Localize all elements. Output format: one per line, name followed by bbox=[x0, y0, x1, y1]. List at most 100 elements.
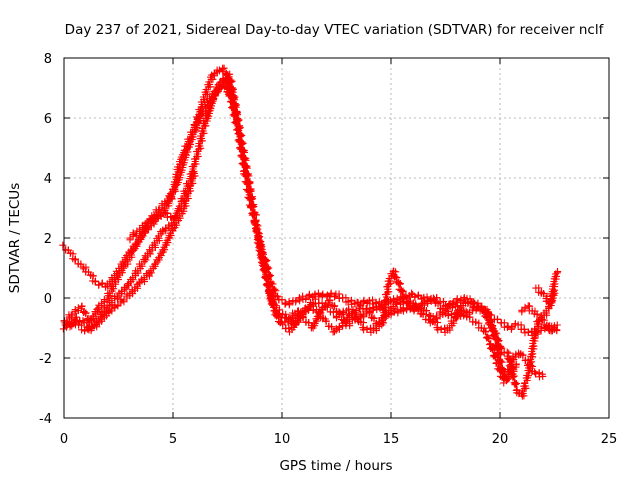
data-point bbox=[538, 370, 546, 378]
data-point bbox=[498, 367, 506, 375]
data-point bbox=[254, 222, 262, 230]
data-point bbox=[484, 335, 492, 343]
data-point bbox=[265, 289, 273, 297]
series-track-d bbox=[59, 81, 561, 387]
data-point bbox=[59, 241, 67, 249]
data-point bbox=[237, 132, 245, 140]
data-point bbox=[250, 211, 258, 219]
data-point bbox=[505, 349, 513, 357]
data-point bbox=[323, 291, 332, 299]
data-point bbox=[466, 313, 474, 321]
data-point bbox=[272, 287, 280, 295]
data-point bbox=[233, 117, 241, 125]
data-point bbox=[497, 367, 505, 375]
data-point bbox=[248, 195, 257, 203]
data-point bbox=[487, 311, 495, 319]
data-point bbox=[120, 264, 128, 272]
data-point bbox=[250, 202, 258, 211]
data-point bbox=[235, 124, 243, 132]
data-point bbox=[479, 307, 487, 315]
data-point bbox=[228, 77, 236, 85]
data-point bbox=[229, 85, 237, 93]
data-point bbox=[508, 322, 516, 331]
data-point bbox=[398, 288, 406, 296]
y-tick-label: 8 bbox=[44, 52, 52, 67]
y-tick-label: 6 bbox=[44, 112, 52, 127]
data-point bbox=[78, 303, 86, 311]
y-tick-label: -2 bbox=[39, 352, 52, 367]
y-tick-label: 2 bbox=[44, 232, 52, 247]
data-point bbox=[452, 299, 460, 307]
data-point bbox=[370, 314, 378, 322]
data-point bbox=[263, 274, 271, 282]
data-point bbox=[242, 163, 250, 171]
data-point bbox=[394, 308, 402, 316]
axis-ticks: 0 5 10 15 20 25 -4 -2 0 2 4 6 8 bbox=[39, 52, 617, 447]
data-point bbox=[399, 287, 407, 295]
data-point bbox=[493, 354, 501, 362]
data-point bbox=[221, 83, 229, 91]
data-point bbox=[232, 109, 240, 117]
data-point bbox=[520, 325, 528, 333]
data-point bbox=[357, 310, 365, 318]
data-point bbox=[296, 297, 304, 305]
x-tick-label: 15 bbox=[383, 432, 400, 447]
data-point bbox=[249, 203, 257, 211]
data-point bbox=[319, 290, 327, 298]
data-point bbox=[245, 180, 253, 188]
data-point bbox=[235, 138, 243, 146]
data-point bbox=[117, 295, 125, 303]
data-point bbox=[266, 289, 274, 297]
data-point bbox=[495, 359, 503, 367]
data-point bbox=[518, 306, 526, 314]
data-point bbox=[262, 274, 270, 282]
data-point bbox=[241, 155, 249, 163]
data-point bbox=[258, 248, 267, 256]
data-point bbox=[63, 320, 71, 328]
data-point bbox=[227, 78, 235, 86]
data-point bbox=[533, 311, 541, 319]
data-point bbox=[234, 125, 242, 133]
data-point bbox=[129, 229, 137, 237]
data-point bbox=[396, 280, 404, 288]
x-tick-label: 5 bbox=[169, 432, 177, 447]
data-point bbox=[503, 323, 512, 331]
data-point bbox=[495, 337, 503, 345]
data-point bbox=[498, 358, 506, 366]
data-point bbox=[327, 289, 335, 297]
data-point bbox=[248, 195, 256, 203]
data-point bbox=[279, 320, 287, 328]
data-point bbox=[326, 296, 334, 304]
data-point bbox=[255, 233, 263, 241]
data-point bbox=[153, 213, 161, 221]
data-point bbox=[330, 302, 338, 310]
y-tick-label: -4 bbox=[39, 412, 52, 427]
data-point bbox=[482, 313, 490, 322]
data-point bbox=[492, 329, 500, 337]
data-point bbox=[261, 266, 269, 274]
data-point bbox=[257, 241, 265, 249]
data-point bbox=[98, 279, 106, 287]
data-point bbox=[170, 215, 178, 223]
data-point bbox=[91, 277, 100, 285]
data-point bbox=[491, 346, 499, 354]
data-point bbox=[243, 164, 251, 172]
data-point bbox=[327, 323, 336, 331]
series-track-e bbox=[126, 209, 562, 308]
data-point bbox=[254, 234, 262, 242]
data-point bbox=[256, 241, 264, 249]
data-point bbox=[263, 282, 271, 290]
data-point bbox=[148, 246, 156, 254]
data-point bbox=[259, 256, 267, 264]
data-point bbox=[285, 299, 294, 307]
data-point bbox=[239, 147, 247, 155]
data-point bbox=[521, 303, 529, 311]
data-point bbox=[433, 294, 441, 302]
data-point bbox=[507, 356, 515, 364]
data-point bbox=[481, 328, 489, 336]
data-point bbox=[472, 318, 480, 326]
data-point bbox=[240, 148, 249, 157]
x-axis-label: GPS time / hours bbox=[279, 458, 392, 474]
data-point bbox=[469, 299, 477, 307]
data-point bbox=[396, 280, 404, 288]
